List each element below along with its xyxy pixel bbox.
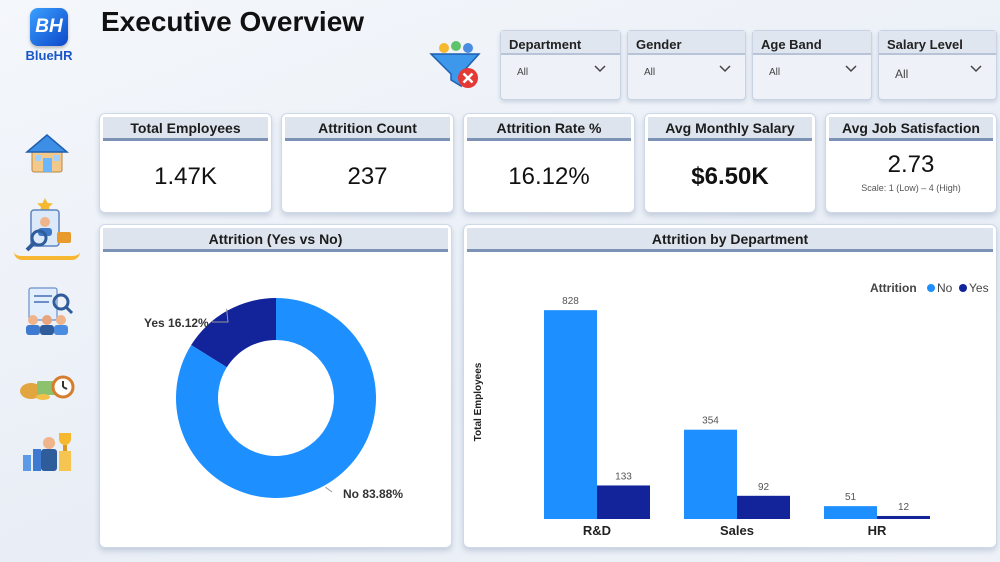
kpi-value: 237 [347,163,388,190]
salary-level-filter-value: All [895,67,909,81]
chevron-down-icon [970,65,982,73]
team-review-icon [26,287,74,335]
kpi-total-employees: Total Employees 1.47K [99,113,272,213]
bar-sales-no [684,429,737,519]
bar-hr-yes [877,515,930,519]
nav-performance[interactable] [14,422,80,480]
legend-title: Attrition [870,281,917,295]
chevron-down-icon [719,65,731,73]
chevron-down-icon [845,65,857,73]
age-band-filter-label: Age Band [753,31,871,55]
attrition-by-department-chart: Attrition No Yes Total Employees 828 133 R&D 35… [473,281,989,538]
legend-label-yes: Yes [969,281,989,295]
department-filter-value: All [517,67,529,78]
trophy-performance-icon [23,433,71,471]
y-axis-label: Total Employees [473,362,484,441]
bar-rd-yes [597,485,650,519]
bar-data-label: 133 [615,471,632,482]
attrition-donut-chart: Yes 16.12% No 83.88% [144,298,403,501]
bar-data-label: 354 [702,416,719,427]
attrition-by-department-panel: Attrition by Department Attrition No Yes To… [463,224,997,548]
donut-leader-line [212,308,229,323]
donut-data-label: Yes 16.12% [144,316,209,330]
kpi-label: Attrition Count [285,117,450,141]
donut-slice-no [175,298,376,498]
money-time-icon [20,375,75,400]
kpi-avg-job-satisfaction: Avg Job Satisfaction 2.73 Scale: 1 (Low)… [825,113,997,213]
age-band-filter[interactable]: Age Band All [752,30,872,100]
nav-team-review[interactable] [14,282,80,340]
kpi-label: Attrition Rate % [467,117,631,141]
home-icon [24,134,70,173]
kpi-label: Avg Monthly Salary [648,117,812,141]
legend-marker-no [927,284,935,292]
kpi-avg-monthly-salary: Avg Monthly Salary $6.50K [644,113,816,213]
salary-level-filter-label: Salary Level [879,31,996,55]
x-tick-label: R&D [583,523,611,538]
kpi-scale-note: Scale: 1 (Low) – 4 (High) [861,183,961,193]
bar-chart-title: Attrition by Department [467,228,993,252]
bar-data-label: 12 [898,502,910,513]
bar-rd-no [544,310,597,519]
bar-hr-no [824,506,877,519]
logo-badge-icon: BH [30,8,68,46]
page-title: Executive Overview [101,6,365,37]
kpi-value: $6.50K [691,163,769,190]
department-filter[interactable]: Department All [500,30,621,100]
clear-filters-button[interactable] [428,40,484,92]
funnel-clear-icon [429,41,481,88]
x-tick-label: HR [868,523,887,538]
nav-home[interactable] [14,124,80,182]
donut-slice-yes [191,298,276,368]
bar-data-label: 51 [845,492,857,503]
nav-money-time[interactable] [14,354,80,412]
nav-employee-profile[interactable] [14,194,80,260]
attrition-donut-panel: Attrition (Yes vs No) Yes 16.12% No 83.88… [99,224,452,548]
sidebar: BH BlueHR [0,0,96,562]
donut-data-label: No 83.88% [343,487,403,501]
legend-marker-yes [959,284,967,292]
kpi-value: 16.12% [508,163,590,190]
kpi-label: Avg Job Satisfaction [829,117,993,141]
bar-sales-yes [737,495,790,519]
kpi-attrition-rate: Attrition Rate % 16.12% [463,113,635,213]
bluehr-logo[interactable]: BH BlueHR [22,8,76,63]
chevron-down-icon [594,65,606,73]
donut-chart-title: Attrition (Yes vs No) [103,228,448,252]
gender-filter[interactable]: Gender All [627,30,746,100]
bar-data-label: 92 [758,482,770,493]
employee-profile-icon [25,198,71,252]
salary-level-filter[interactable]: Salary Level All [878,30,997,100]
kpi-label: Total Employees [103,117,268,141]
legend-label-no: No [937,281,953,295]
logo-text: BlueHR [25,48,73,63]
gender-filter-value: All [644,67,656,78]
department-filter-label: Department [501,31,620,55]
donut-leader-line [325,486,333,493]
kpi-value: 2.73 [887,151,935,178]
x-tick-label: Sales [720,523,754,538]
gender-filter-label: Gender [628,31,745,55]
kpi-attrition-count: Attrition Count 237 [281,113,454,213]
bar-data-label: 828 [562,296,579,307]
age-band-filter-value: All [769,67,781,78]
kpi-value: 1.47K [154,163,217,190]
